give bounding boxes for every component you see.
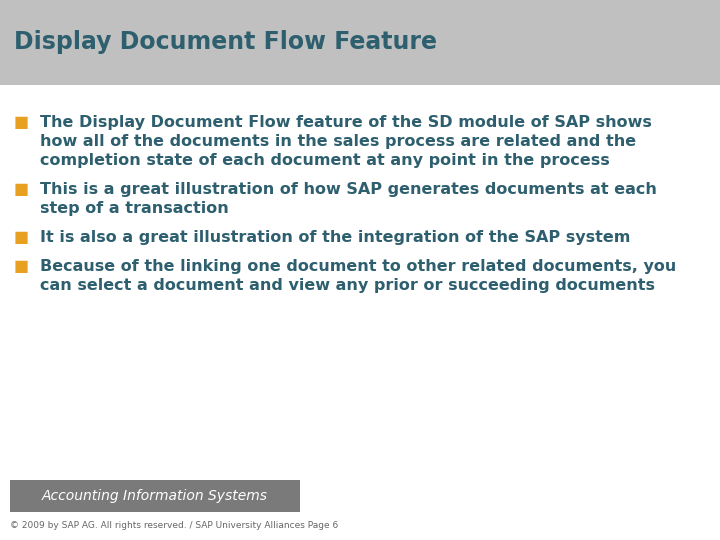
Text: how all of the documents in the sales process are related and the: how all of the documents in the sales pr… bbox=[40, 134, 636, 149]
Text: Display Document Flow Feature: Display Document Flow Feature bbox=[14, 30, 437, 55]
Bar bbox=[0, 0, 720, 85]
Text: It is also a great illustration of the integration of the SAP system: It is also a great illustration of the i… bbox=[40, 230, 631, 245]
Text: This is a great illustration of how SAP generates documents at each: This is a great illustration of how SAP … bbox=[40, 182, 657, 197]
Text: Because of the linking one document to other related documents, you: Because of the linking one document to o… bbox=[40, 259, 676, 274]
Bar bbox=[10, 480, 300, 512]
Text: ■: ■ bbox=[14, 230, 29, 245]
Text: ■: ■ bbox=[14, 259, 29, 274]
Text: can select a document and view any prior or succeeding documents: can select a document and view any prior… bbox=[40, 278, 655, 293]
Text: ■: ■ bbox=[14, 182, 29, 197]
Text: © 2009 by SAP AG. All rights reserved. / SAP University Alliances Page 6: © 2009 by SAP AG. All rights reserved. /… bbox=[10, 521, 338, 530]
Text: completion state of each document at any point in the process: completion state of each document at any… bbox=[40, 153, 610, 168]
Text: step of a transaction: step of a transaction bbox=[40, 201, 229, 216]
Text: ■: ■ bbox=[14, 115, 29, 130]
Text: The Display Document Flow feature of the SD module of SAP shows: The Display Document Flow feature of the… bbox=[40, 115, 652, 130]
Text: Accounting Information Systems: Accounting Information Systems bbox=[42, 489, 268, 503]
